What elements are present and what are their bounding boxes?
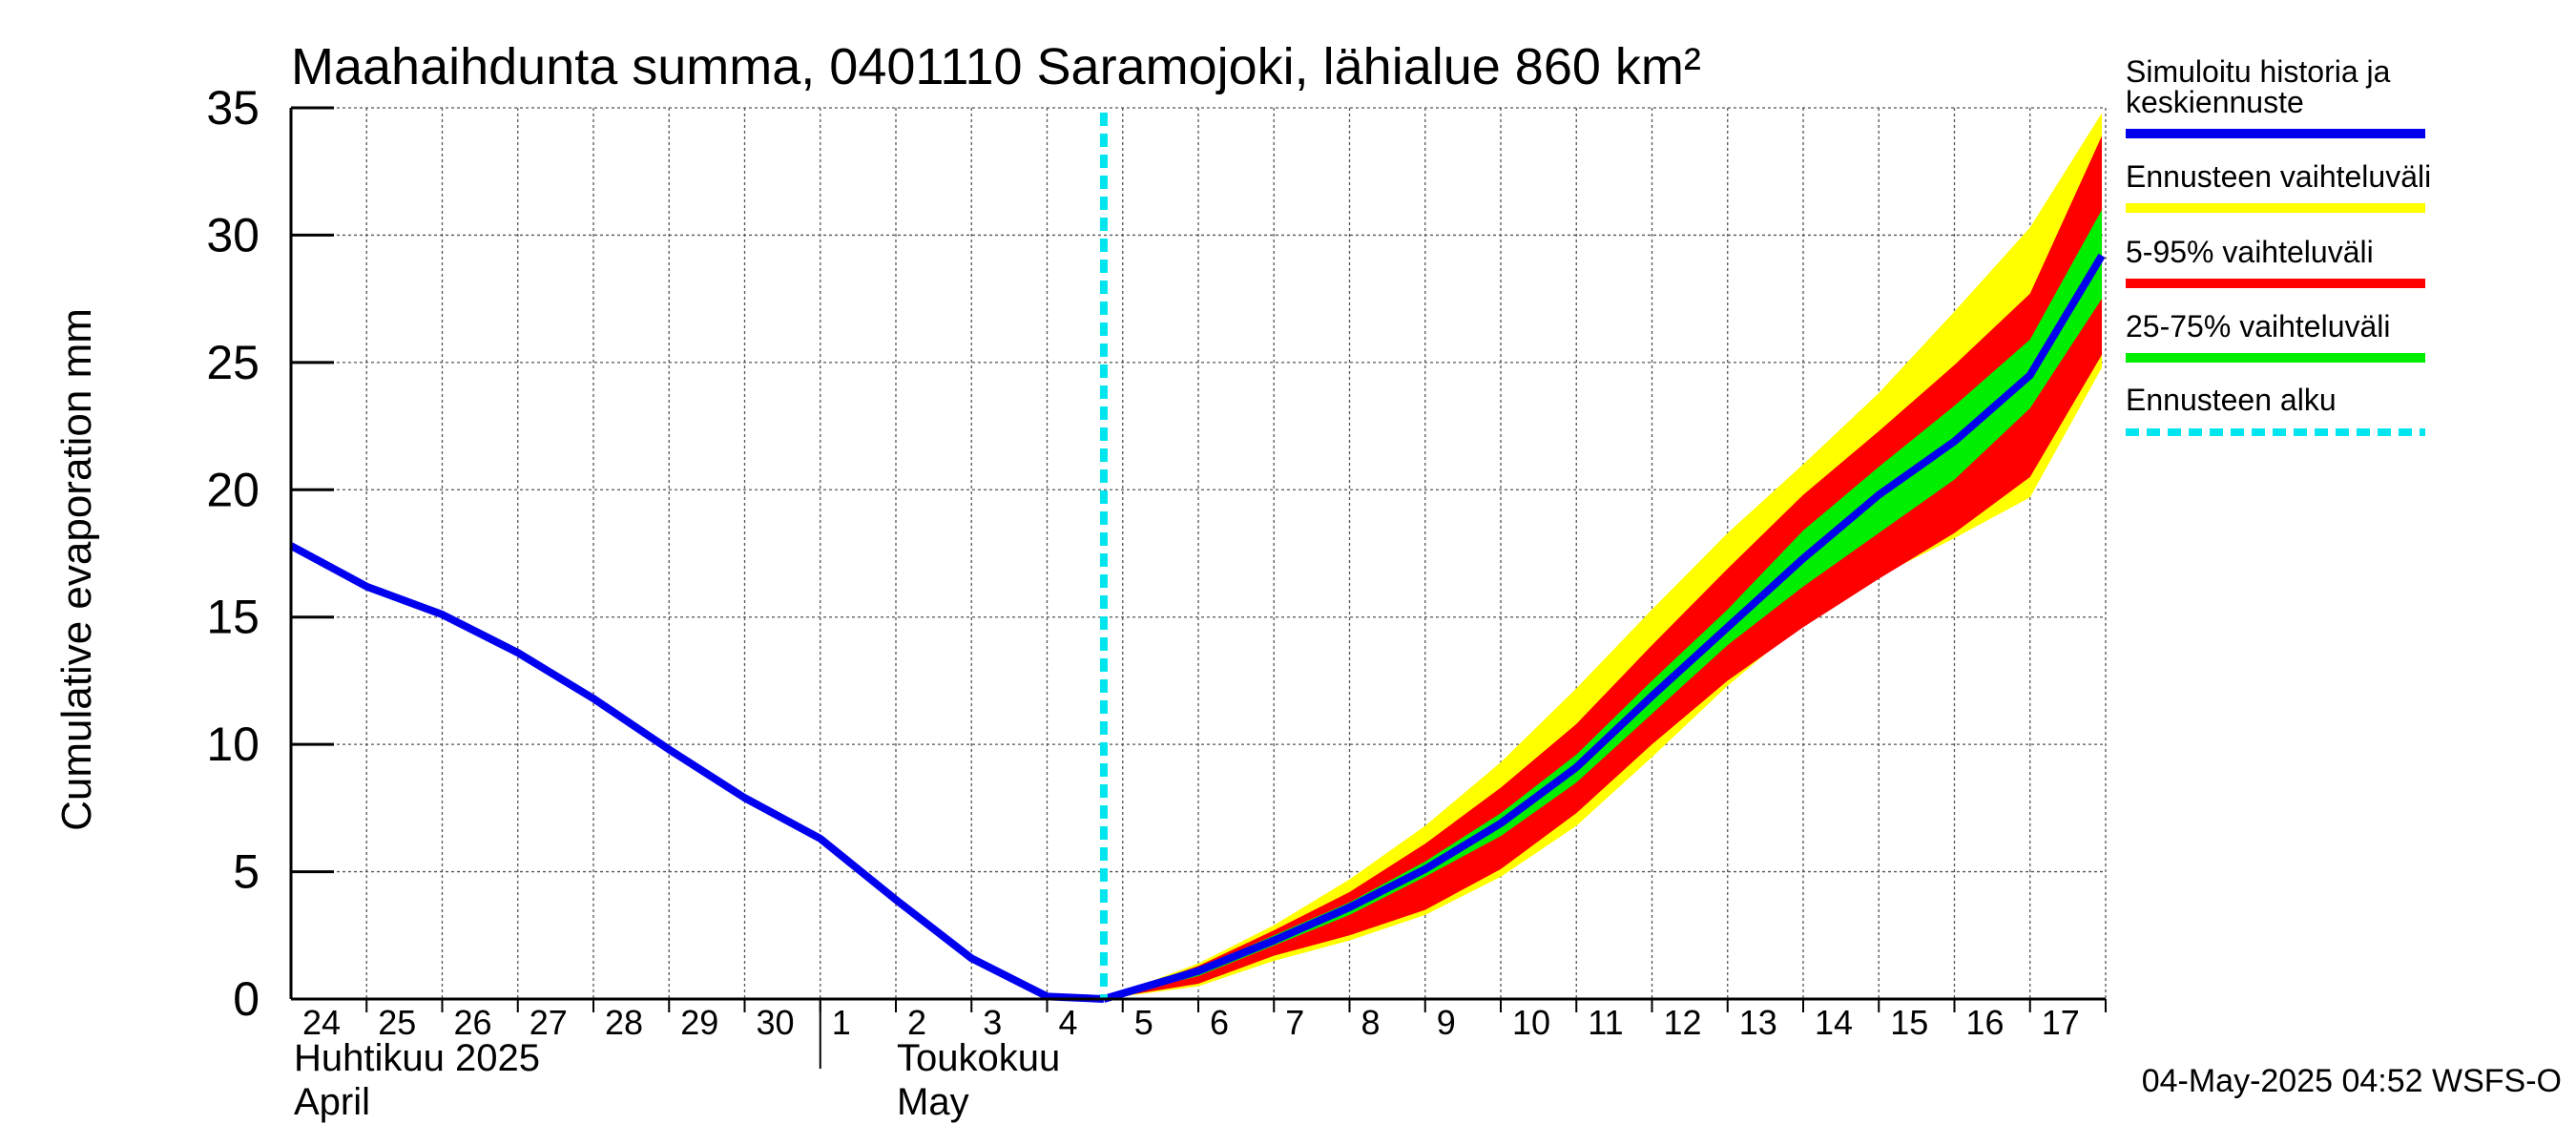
history-line <box>289 542 1105 1003</box>
legend-label-25-75: 25-75% vaihteluväli <box>2126 309 2391 344</box>
forecast-bands <box>1103 113 2103 1000</box>
x-tick-label: 6 <box>1210 1003 1229 1042</box>
x-tick-label: 28 <box>605 1003 643 1042</box>
x-tick-label: 11 <box>1588 1003 1623 1042</box>
x-tick-label: 2 <box>907 1003 926 1042</box>
x-tick-labels: 24 25 26 27 28 29 30 1 2 3 4 5 6 7 8 9 10 11 12 13 14 15 16 17 <box>302 1003 2080 1042</box>
series-lines <box>289 113 2106 1003</box>
x-tick-label: 14 <box>1815 1003 1853 1042</box>
legend-label-5-95: 5-95% vaihteluväli <box>2126 235 2374 269</box>
x-tick-label: 8 <box>1361 1003 1381 1042</box>
timestamp: 04-May-2025 04:52 WSFS-O <box>2142 1063 2562 1099</box>
x-tick-label: 5 <box>1134 1003 1153 1042</box>
month-label-may-line2: May <box>897 1081 969 1123</box>
x-tick-label: 1 <box>832 1003 851 1042</box>
legend-label-forecast-start: Ennusteen alku <box>2126 383 2337 417</box>
x-tick-label: 10 <box>1512 1003 1550 1042</box>
x-tick-label: 30 <box>757 1003 795 1042</box>
x-tick-label: 7 <box>1285 1003 1304 1042</box>
month-label-april-line2: April <box>294 1081 370 1123</box>
x-tick-label: 15 <box>1890 1003 1928 1042</box>
x-tick-label: 12 <box>1664 1003 1702 1042</box>
chart-title: Maahaihdunta summa, 0401110 Saramojoki, … <box>291 38 1701 95</box>
y-tick-label: 0 <box>233 972 260 1026</box>
x-tick-label: 27 <box>530 1003 568 1042</box>
month-label-april-line1: Huhtikuu 2025 <box>294 1037 540 1079</box>
y-tick-label: 20 <box>206 463 260 516</box>
x-tick-label: 17 <box>2042 1003 2080 1042</box>
x-tick-label: 26 <box>454 1003 492 1042</box>
x-tick-label: 29 <box>680 1003 718 1042</box>
x-tick-label: 9 <box>1437 1003 1456 1042</box>
month-label-may-line1: Toukokuu <box>897 1037 1060 1079</box>
y-tick-label: 15 <box>206 591 260 644</box>
x-tick-label: 13 <box>1739 1003 1777 1042</box>
x-tick-label: 25 <box>378 1003 416 1042</box>
legend-label-history-line1: Simuloitu historia ja <box>2126 54 2391 89</box>
y-tick-label: 35 <box>206 81 260 135</box>
y-tick-labels: 0 5 10 15 20 25 30 35 <box>206 81 260 1026</box>
median-forecast-line <box>1102 253 2106 1003</box>
y-tick-label: 5 <box>233 845 260 899</box>
x-tick-label: 3 <box>983 1003 1002 1042</box>
y-axis-label: Cumulative evaporation mm <box>53 308 100 831</box>
y-tick-label: 30 <box>206 208 260 261</box>
legend-label-range: Ennusteen vaihteluväli <box>2126 159 2431 194</box>
legend: Simuloitu historia ja keskiennuste Ennus… <box>2126 54 2431 436</box>
axes <box>289 106 2107 1069</box>
x-tick-label: 24 <box>302 1003 341 1042</box>
x-tick-label: 4 <box>1059 1003 1078 1042</box>
x-tick-label: 16 <box>1966 1003 2005 1042</box>
legend-label-history-line2: keskiennuste <box>2126 85 2304 119</box>
y-tick-label: 10 <box>206 718 260 771</box>
y-tick-label: 25 <box>206 336 260 389</box>
